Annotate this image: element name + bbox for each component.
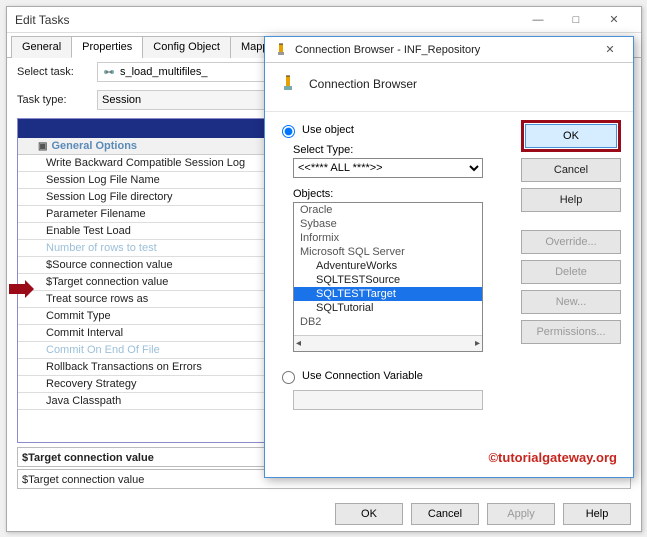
objects-listbox[interactable]: OracleSybaseInformixMicrosoft SQL Server… bbox=[293, 202, 483, 352]
collapse-icon: ▣ bbox=[38, 141, 47, 152]
tab-properties[interactable]: Properties bbox=[71, 36, 143, 58]
main-titlebar: Edit Tasks — □ ✕ bbox=[7, 7, 641, 33]
select-type-label: Select Type: bbox=[277, 144, 513, 156]
modal-left-column: Use object Select Type: <<**** ALL ****>… bbox=[277, 120, 513, 410]
tab-general[interactable]: General bbox=[11, 36, 72, 58]
maximize-button[interactable]: □ bbox=[557, 8, 595, 32]
scroll-left-icon[interactable]: ◂ bbox=[296, 338, 301, 349]
main-dialog-buttons: OK Cancel Apply Help bbox=[335, 503, 631, 525]
object-item[interactable]: Oracle bbox=[294, 203, 482, 217]
close-button[interactable]: ✕ bbox=[595, 8, 633, 32]
modal-titlebar: Connection Browser - INF_Repository ✕ bbox=[265, 37, 633, 63]
object-item[interactable]: SQLTutorial bbox=[294, 301, 482, 315]
use-object-label: Use object bbox=[302, 124, 354, 136]
object-item[interactable]: SQLTESTTarget bbox=[294, 287, 482, 301]
scroll-right-icon[interactable]: ▸ bbox=[475, 338, 480, 349]
select-task-label: Select task: bbox=[17, 66, 97, 78]
main-help-button[interactable]: Help bbox=[563, 503, 631, 525]
use-conn-var-row: Use Connection Variable bbox=[277, 368, 513, 384]
conn-var-input bbox=[293, 390, 483, 410]
main-ok-button[interactable]: OK bbox=[335, 503, 403, 525]
modal-header-band: Connection Browser bbox=[265, 63, 633, 112]
use-object-radio[interactable] bbox=[282, 125, 295, 138]
modal-header-text: Connection Browser bbox=[309, 77, 417, 91]
modal-permissions-button[interactable]: Permissions... bbox=[521, 320, 621, 344]
tab-config-object[interactable]: Config Object bbox=[142, 36, 231, 58]
use-conn-var-radio[interactable] bbox=[282, 371, 295, 384]
modal-cancel-button[interactable]: Cancel bbox=[521, 158, 621, 182]
select-type-dropdown[interactable]: <<**** ALL ****>> bbox=[293, 158, 483, 178]
modal-help-button[interactable]: Help bbox=[521, 188, 621, 212]
task-type-label: Task type: bbox=[17, 94, 97, 106]
annotation-arrow-icon bbox=[7, 280, 35, 298]
task-icon bbox=[102, 65, 116, 79]
minimize-button[interactable]: — bbox=[519, 8, 557, 32]
modal-delete-button[interactable]: Delete bbox=[521, 260, 621, 284]
plug-icon bbox=[273, 42, 289, 58]
modal-right-column: OK Cancel Help Override... Delete New...… bbox=[513, 120, 621, 410]
section-title: General Options bbox=[51, 140, 137, 152]
modal-override-button[interactable]: Override... bbox=[521, 230, 621, 254]
connection-browser-dialog: Connection Browser - INF_Repository ✕ Co… bbox=[264, 36, 634, 478]
object-item[interactable]: DB2 bbox=[294, 315, 482, 329]
object-item[interactable]: SQLTESTSource bbox=[294, 273, 482, 287]
task-type-value: Session bbox=[102, 94, 141, 106]
use-conn-var-label: Use Connection Variable bbox=[302, 370, 423, 382]
modal-new-button[interactable]: New... bbox=[521, 290, 621, 314]
object-item[interactable]: AdventureWorks bbox=[294, 259, 482, 273]
main-cancel-button[interactable]: Cancel bbox=[411, 503, 479, 525]
select-task-value: s_load_multifiles_ bbox=[120, 66, 207, 78]
modal-title: Connection Browser - INF_Repository bbox=[295, 37, 480, 63]
object-item[interactable]: Microsoft SQL Server bbox=[294, 245, 482, 259]
window-controls: — □ ✕ bbox=[519, 8, 633, 32]
modal-body: Use object Select Type: <<**** ALL ****>… bbox=[265, 112, 633, 418]
main-title: Edit Tasks bbox=[15, 7, 69, 33]
object-item[interactable]: Informix bbox=[294, 231, 482, 245]
watermark-text: ©tutorialgateway.org bbox=[488, 450, 617, 465]
objects-label: Objects: bbox=[277, 188, 513, 200]
connection-browser-icon bbox=[277, 73, 299, 95]
annotation-ok-highlight: OK bbox=[521, 120, 621, 152]
main-apply-button[interactable]: Apply bbox=[487, 503, 555, 525]
listbox-h-scroll[interactable]: ◂▸ bbox=[294, 335, 482, 351]
use-object-radio-row: Use object bbox=[277, 122, 513, 138]
modal-ok-button[interactable]: OK bbox=[525, 124, 617, 148]
object-item[interactable]: Sybase bbox=[294, 217, 482, 231]
modal-close-button[interactable]: ✕ bbox=[595, 38, 625, 62]
